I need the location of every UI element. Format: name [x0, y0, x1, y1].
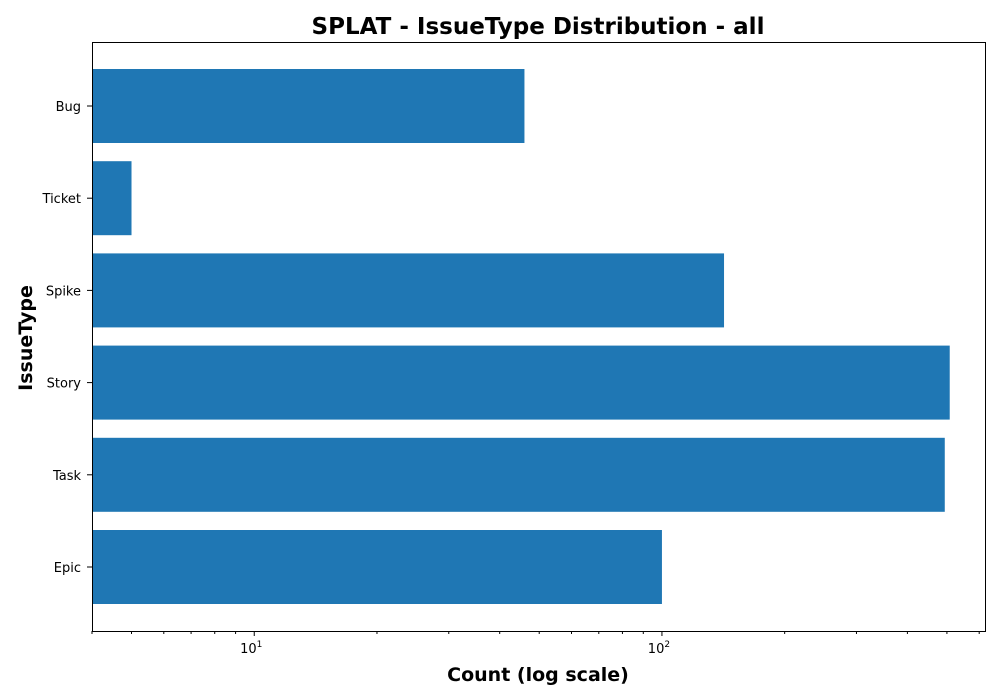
- bar-bug: [92, 69, 525, 143]
- plot-frame: [92, 42, 986, 632]
- x-tick-base: 10: [648, 642, 665, 657]
- bars-group: [92, 69, 950, 604]
- y-tick-label-ticket: Ticket: [42, 192, 81, 207]
- y-tick-label-epic: Epic: [54, 561, 81, 576]
- x-tick-label: 102: [648, 640, 670, 657]
- y-axis-label: IssueType: [15, 285, 37, 391]
- y-tick-label-task: Task: [52, 469, 82, 484]
- x-tick-label: 101: [240, 640, 262, 657]
- y-ticks-group: Bug Ticket Spike Story Task Epic: [42, 100, 92, 576]
- bar-ticket: [92, 161, 132, 236]
- x-tick-exponent: 2: [664, 640, 670, 650]
- bar-task: [92, 437, 945, 512]
- y-tick-label-bug: Bug: [56, 100, 81, 115]
- chart-title: SPLAT - IssueType Distribution - all: [312, 14, 765, 40]
- y-tick-label-story: Story: [47, 377, 82, 392]
- x-axis-label: Count (log scale): [447, 664, 629, 686]
- bar-story: [92, 345, 950, 420]
- x-tick-base: 10: [240, 642, 257, 657]
- x-tick-exponent: 1: [257, 640, 263, 650]
- x-ticks-group: 101 102: [91, 631, 980, 657]
- bar-spike: [92, 253, 725, 328]
- y-tick-label-spike: Spike: [46, 284, 81, 299]
- bar-epic: [92, 530, 662, 604]
